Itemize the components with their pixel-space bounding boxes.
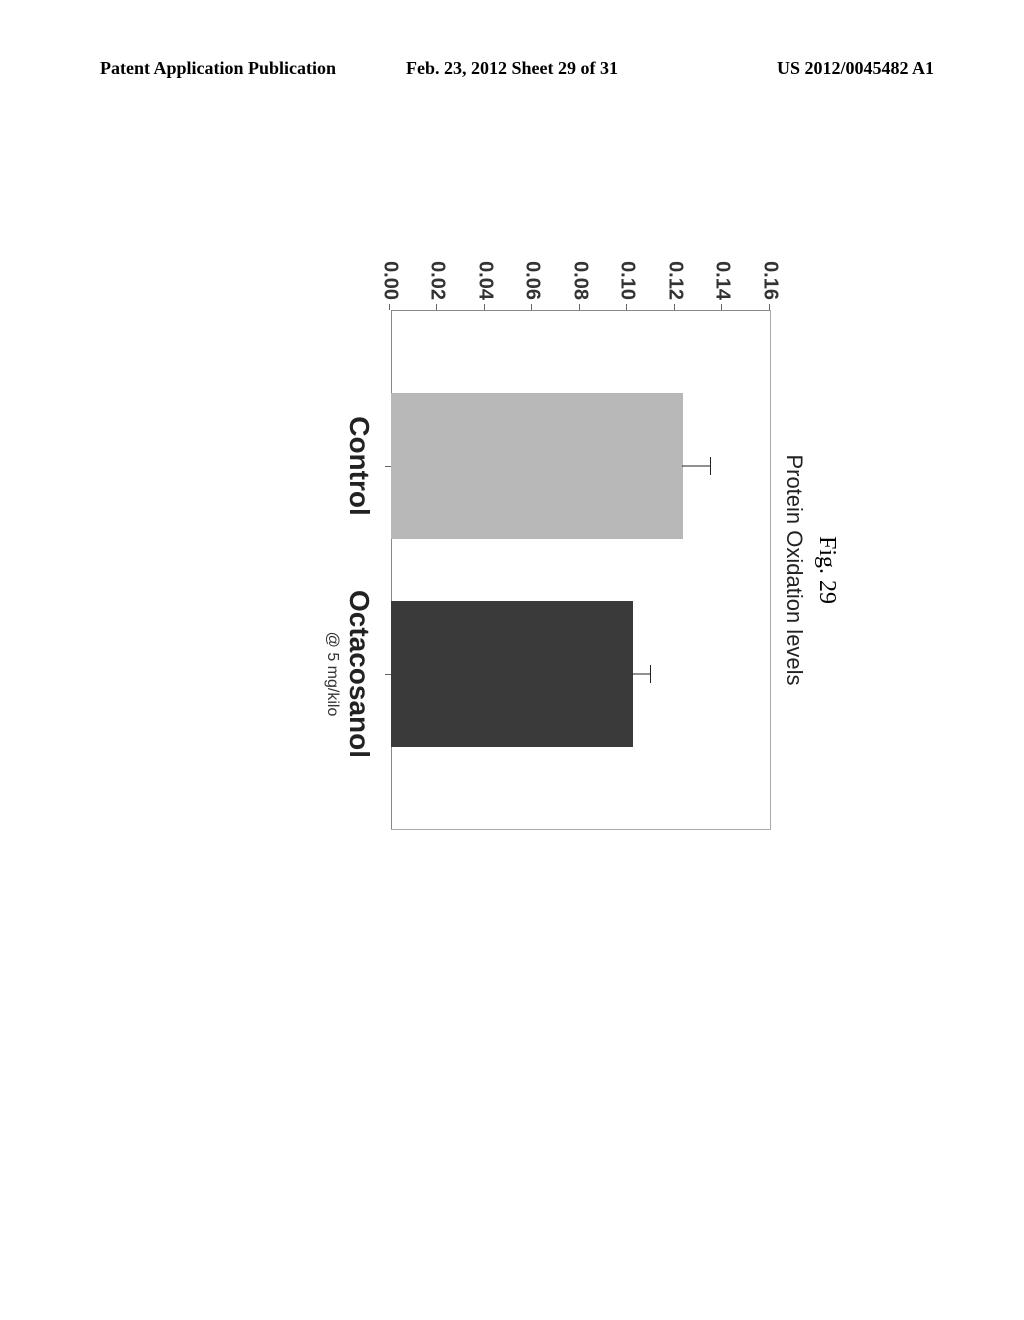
header-right: US 2012/0045482 A1	[777, 58, 934, 79]
bar-octacosanol	[391, 601, 633, 747]
y-tick-mark	[722, 304, 723, 310]
y-tick-label: 0.02	[426, 240, 449, 300]
y-tick-mark	[674, 304, 675, 310]
y-tick-label: 0.04	[474, 240, 497, 300]
error-cap-octacosanol	[650, 665, 651, 683]
x-tick-mark	[385, 466, 391, 467]
bar-control	[391, 393, 683, 539]
chart-title: Protein Oxidation levels	[781, 260, 807, 880]
x-label-control: Control	[343, 366, 375, 566]
y-tick-label: 0.10	[616, 240, 639, 300]
y-tick-mark	[484, 304, 485, 310]
error-bar-octacosanol	[632, 674, 651, 675]
y-tick-label: 0.00	[379, 240, 402, 300]
plot-area: 0.000.020.040.060.080.100.120.140.16Cont…	[391, 310, 771, 830]
header-left: Patent Application Publication	[100, 58, 336, 79]
x-sublabel-octacosanol: @ 5 mg/kilo	[323, 574, 341, 774]
y-axis	[391, 310, 770, 311]
y-tick-label: 0.12	[664, 240, 687, 300]
y-tick-mark	[389, 304, 390, 310]
page-header: Patent Application Publication Feb. 23, …	[0, 58, 1024, 79]
error-cap-control	[710, 457, 711, 475]
y-tick-label: 0.06	[521, 240, 544, 300]
y-tick-label: 0.16	[759, 240, 782, 300]
y-tick-label: 0.14	[711, 240, 734, 300]
x-tick-mark	[385, 674, 391, 675]
y-tick-mark	[532, 304, 533, 310]
error-bar-control	[682, 466, 711, 467]
x-axis	[391, 310, 392, 829]
y-tick-mark	[579, 304, 580, 310]
y-tick-mark	[437, 304, 438, 310]
y-tick-label: 0.08	[569, 240, 592, 300]
y-tick-mark	[769, 304, 770, 310]
figure-29: Fig. 29 Protein Oxidation levels 0.000.0…	[220, 260, 840, 880]
figure-label: Fig. 29	[813, 260, 840, 880]
header-center: Feb. 23, 2012 Sheet 29 of 31	[406, 58, 618, 79]
y-tick-mark	[627, 304, 628, 310]
x-label-octacosanol: Octacosanol	[343, 574, 375, 774]
